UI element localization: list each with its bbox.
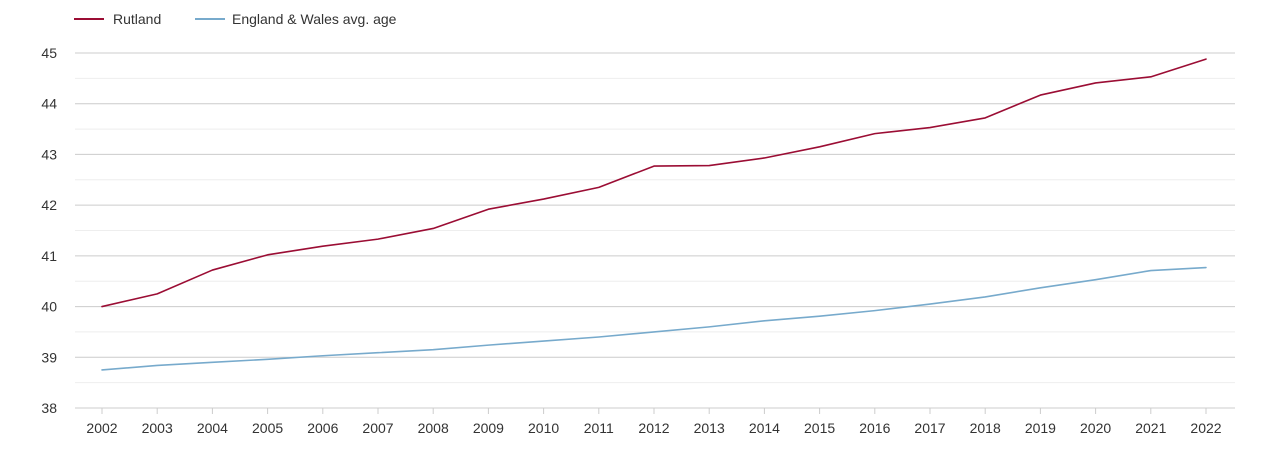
data-point-rutland[interactable] [1202, 55, 1210, 63]
data-point-rutland[interactable] [484, 205, 492, 213]
x-tick-label: 2016 [859, 420, 890, 436]
y-tick-label: 43 [41, 146, 57, 162]
data-point-england-wales-avg-age[interactable] [208, 358, 216, 366]
y-tick-label: 39 [41, 349, 57, 365]
data-point-england-wales-avg-age[interactable] [816, 312, 824, 320]
data-point-rutland[interactable] [98, 303, 106, 311]
grid-lines [75, 52, 1235, 384]
data-point-rutland[interactable] [981, 114, 989, 122]
x-tick-label: 2015 [804, 420, 835, 436]
data-point-rutland[interactable] [760, 154, 768, 162]
x-tick-label: 2017 [914, 420, 945, 436]
data-point-england-wales-avg-age[interactable] [319, 352, 327, 360]
data-point-england-wales-avg-age[interactable] [981, 293, 989, 301]
x-tick-label: 2010 [528, 420, 559, 436]
x-axis-tick-labels: 2002 2003 2004 2005 2006 2007 2008 2009 2010 2011… [86, 420, 1221, 436]
data-point-rutland[interactable] [429, 224, 437, 232]
x-tick-label: 2009 [473, 420, 504, 436]
x-tick-label: 2007 [362, 420, 393, 436]
y-tick-label: 40 [41, 299, 57, 315]
data-point-england-wales-avg-age[interactable] [540, 337, 548, 345]
y-tick-label: 41 [41, 248, 57, 264]
data-point-rutland[interactable] [208, 266, 216, 274]
x-tick-label: 2014 [749, 420, 780, 436]
x-tick-label: 2002 [86, 420, 117, 436]
data-point-england-wales-avg-age[interactable] [650, 328, 658, 336]
data-point-england-wales-avg-age[interactable] [1147, 267, 1155, 275]
y-axis-tick-labels: 38 39 40 41 42 43 44 45 [41, 45, 57, 416]
data-point-england-wales-avg-age[interactable] [760, 317, 768, 325]
x-tick-label: 2013 [694, 420, 725, 436]
series-lines [98, 55, 1210, 374]
data-point-rutland[interactable] [650, 162, 658, 170]
x-axis [75, 407, 1235, 414]
data-point-rutland[interactable] [319, 242, 327, 250]
data-point-rutland[interactable] [595, 183, 603, 191]
data-point-england-wales-avg-age[interactable] [98, 366, 106, 374]
x-tick-label: 2005 [252, 420, 283, 436]
x-tick-label: 2020 [1080, 420, 1111, 436]
data-point-rutland[interactable] [1147, 73, 1155, 81]
x-tick-label: 2018 [970, 420, 1001, 436]
x-tick-label: 2006 [307, 420, 338, 436]
x-tick-label: 2003 [142, 420, 173, 436]
y-tick-label: 42 [41, 197, 57, 213]
series-line-england-wales-avg-age [101, 266, 1207, 371]
data-point-england-wales-avg-age[interactable] [595, 333, 603, 341]
data-point-rutland[interactable] [871, 130, 879, 138]
y-tick-label: 38 [41, 400, 57, 416]
legend-label-rutland: Rutland [113, 11, 161, 27]
data-point-england-wales-avg-age[interactable] [374, 349, 382, 357]
data-point-rutland[interactable] [1092, 79, 1100, 87]
data-point-england-wales-avg-age[interactable] [484, 341, 492, 349]
legend-item-rutland[interactable]: Rutland [74, 11, 161, 27]
legend-label-england-wales: England & Wales avg. age [232, 11, 397, 27]
x-tick-label: 2004 [197, 420, 228, 436]
data-point-england-wales-avg-age[interactable] [264, 355, 272, 363]
data-point-england-wales-avg-age[interactable] [1036, 284, 1044, 292]
data-point-england-wales-avg-age[interactable] [1092, 276, 1100, 284]
data-point-rutland[interactable] [153, 290, 161, 298]
legend: Rutland England & Wales avg. age [74, 11, 397, 27]
x-tick-label: 2008 [418, 420, 449, 436]
x-tick-label: 2021 [1135, 420, 1166, 436]
legend-item-england-wales[interactable]: England & Wales avg. age [195, 11, 397, 27]
data-point-rutland[interactable] [374, 235, 382, 243]
data-point-rutland[interactable] [540, 195, 548, 203]
data-point-rutland[interactable] [816, 143, 824, 151]
data-point-england-wales-avg-age[interactable] [926, 300, 934, 308]
data-point-england-wales-avg-age[interactable] [871, 307, 879, 315]
data-point-rutland[interactable] [1036, 91, 1044, 99]
x-tick-label: 2011 [584, 420, 614, 436]
data-point-england-wales-avg-age[interactable] [1202, 264, 1210, 272]
y-tick-label: 45 [41, 45, 57, 61]
data-point-england-wales-avg-age[interactable] [153, 361, 161, 369]
data-point-rutland[interactable] [926, 124, 934, 132]
y-tick-label: 44 [41, 96, 57, 112]
x-tick-label: 2022 [1190, 420, 1221, 436]
x-tick-label: 2019 [1025, 420, 1056, 436]
data-point-england-wales-avg-age[interactable] [705, 323, 713, 331]
x-tick-label: 2012 [638, 420, 669, 436]
series-line-rutland [101, 58, 1207, 308]
data-point-england-wales-avg-age[interactable] [429, 346, 437, 354]
data-point-rutland[interactable] [264, 251, 272, 259]
data-point-rutland[interactable] [705, 162, 713, 170]
